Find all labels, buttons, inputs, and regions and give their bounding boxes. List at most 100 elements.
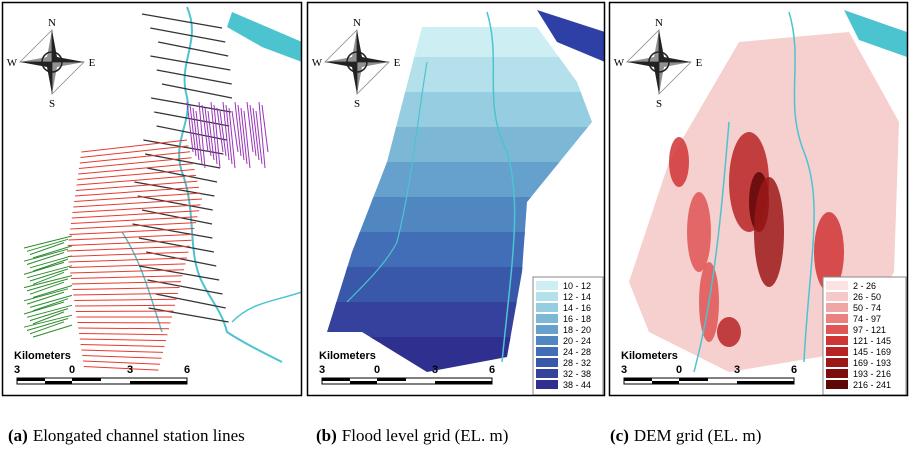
- scale-title: Kilometers: [621, 350, 678, 362]
- caption-label: (c): [610, 426, 629, 445]
- caption: (a)Elongated channel station lines: [8, 426, 245, 445]
- caption-label: (a): [8, 426, 28, 445]
- scale-tick: 3: [319, 364, 325, 376]
- compass-label: W: [312, 57, 323, 69]
- legend-swatch: [536, 303, 558, 312]
- station-line: [162, 84, 232, 98]
- river: [179, 7, 282, 362]
- legend-label: 193 - 216: [853, 369, 891, 379]
- compass-label: N: [48, 17, 56, 29]
- flood-band: [307, 92, 607, 132]
- scale-seg: [350, 381, 377, 384]
- compass-label: E: [394, 57, 401, 69]
- legend-label: 32 - 38: [563, 369, 591, 379]
- legend-label: 2 - 26: [853, 281, 876, 291]
- station-line: [24, 276, 72, 288]
- station-line: [229, 108, 235, 168]
- station-line: [78, 328, 169, 329]
- compass-label: N: [655, 17, 663, 29]
- scale-title: Kilometers: [319, 350, 376, 362]
- legend-label: 169 - 193: [853, 358, 891, 368]
- station-line: [142, 14, 222, 28]
- station-line: [75, 305, 175, 306]
- dem-high: [717, 317, 741, 347]
- map-panel: NSWEKilometers303610 - 1212 - 1414 - 161…: [307, 3, 607, 396]
- scale-tick: 3: [14, 364, 20, 376]
- legend-label: 145 - 169: [853, 347, 891, 357]
- flood-band: [307, 127, 607, 167]
- scale-tick: 3: [621, 364, 627, 376]
- station-line: [79, 334, 168, 335]
- scale-seg: [130, 381, 187, 384]
- station-line: [71, 276, 183, 279]
- compass-label: N: [353, 17, 361, 29]
- station-line: [211, 102, 217, 164]
- compass-label: E: [89, 57, 96, 69]
- compass-star: [325, 30, 389, 94]
- station-line: [80, 339, 166, 341]
- legend-swatch: [826, 336, 848, 345]
- station-line: [259, 102, 265, 168]
- scale-tick: 3: [734, 364, 740, 376]
- station-line: [24, 236, 72, 248]
- station-line: [73, 288, 180, 290]
- station-line: [151, 98, 231, 112]
- legend-swatch: [826, 314, 848, 323]
- legend-label: 50 - 74: [853, 303, 881, 313]
- legend-label: 74 - 97: [853, 314, 881, 324]
- scale-tick: 6: [791, 364, 797, 376]
- station-line: [139, 238, 214, 252]
- station-line: [139, 266, 219, 280]
- station-line: [79, 158, 192, 169]
- legend-swatch: [536, 358, 558, 367]
- station-line: [150, 28, 225, 42]
- compass-label: E: [696, 57, 703, 69]
- legend-label: 121 - 145: [853, 336, 891, 346]
- compass-label: S: [354, 98, 360, 110]
- river: [232, 292, 302, 322]
- legend-swatch: [536, 292, 558, 301]
- legend-label: 24 - 28: [563, 347, 591, 357]
- station-line: [149, 308, 229, 322]
- station-line: [84, 367, 159, 371]
- legend-label: 18 - 20: [563, 325, 591, 335]
- station-line: [157, 70, 232, 84]
- scale-seg: [72, 378, 101, 381]
- scale-seg: [652, 381, 679, 384]
- legend-swatch: [826, 281, 848, 290]
- station-line: [24, 315, 72, 327]
- station-line: [156, 294, 226, 308]
- scale-title: Kilometers: [14, 350, 71, 362]
- station-line: [69, 264, 185, 268]
- scale-tick: 0: [374, 364, 380, 376]
- legend-label: 14 - 16: [563, 303, 591, 313]
- flood-band: [307, 197, 607, 237]
- legend-label: 16 - 18: [563, 314, 591, 324]
- compass-label: W: [7, 57, 18, 69]
- scale-tick: 3: [432, 364, 438, 376]
- lake: [227, 12, 302, 62]
- legend-swatch: [536, 336, 558, 345]
- legend-swatch: [536, 347, 558, 356]
- legend-label: 216 - 241: [853, 380, 891, 390]
- station-line: [81, 146, 189, 158]
- dem-high: [754, 177, 784, 287]
- station-line: [68, 252, 189, 256]
- scale-tick: 3: [127, 364, 133, 376]
- legend-label: 12 - 14: [563, 292, 591, 302]
- station-line: [69, 234, 193, 240]
- scale-seg: [624, 378, 652, 381]
- station-line: [158, 42, 228, 56]
- flood-band: [307, 232, 607, 272]
- scale-seg: [377, 378, 406, 381]
- legend-swatch: [826, 347, 848, 356]
- scale-tick: 6: [489, 364, 495, 376]
- station-line: [24, 249, 68, 261]
- flood-band: [307, 162, 607, 202]
- station-line: [77, 175, 196, 185]
- figure: N S W E Kilometers 3 0 3 6 (a)Elongated channel s…: [0, 0, 910, 451]
- compass-label: W: [614, 57, 625, 69]
- scale-tick: 0: [676, 364, 682, 376]
- legend-swatch: [536, 325, 558, 334]
